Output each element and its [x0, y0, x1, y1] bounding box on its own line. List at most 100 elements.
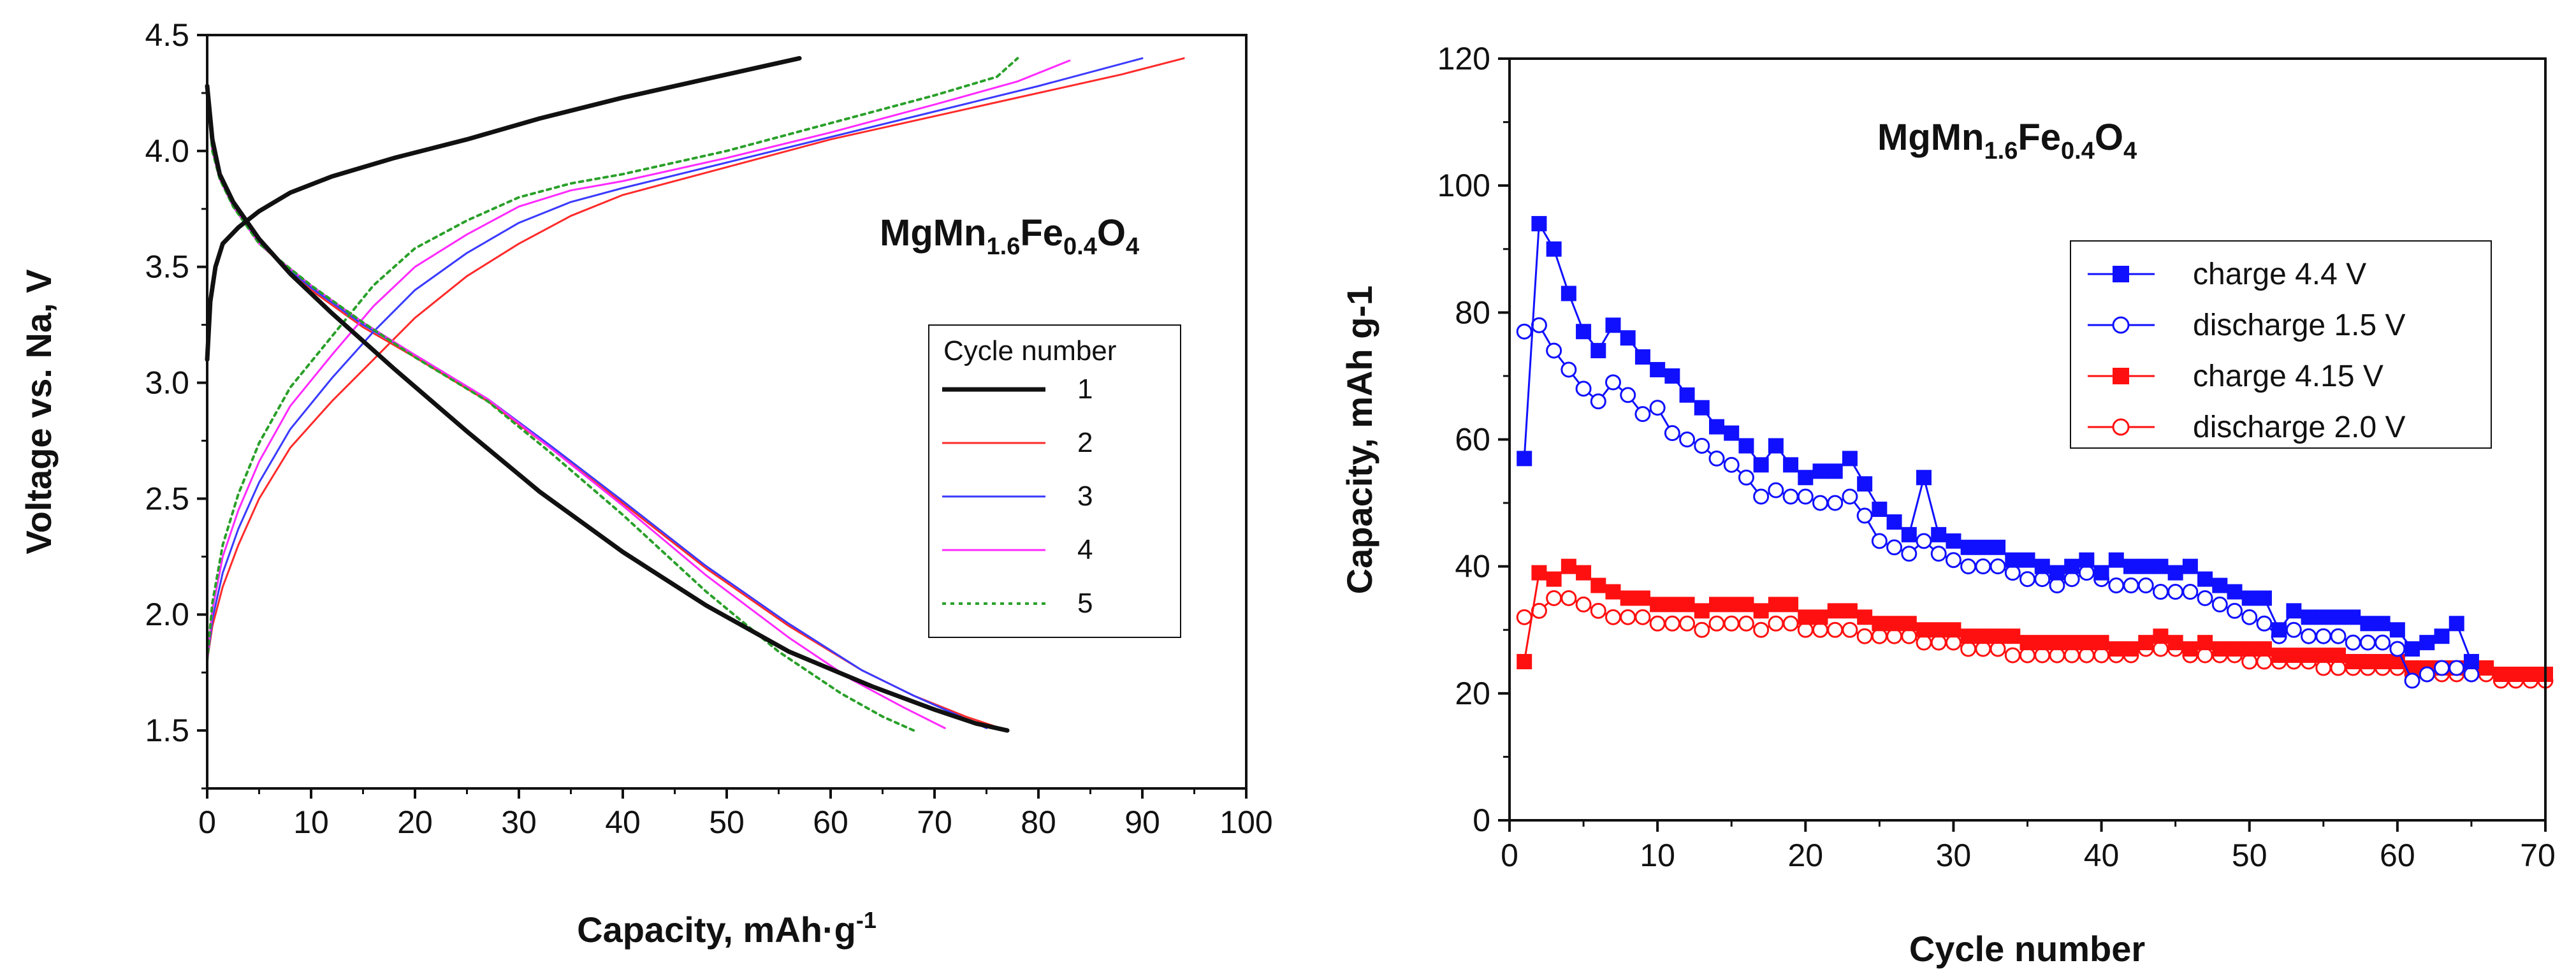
cycle-2-discharge-curve	[206, 92, 1008, 732]
y-tick-label: 2.0	[145, 597, 189, 632]
data-point	[1886, 628, 1903, 644]
data-point	[2330, 660, 2347, 676]
data-point	[2153, 628, 2169, 644]
compound-annotation-right: MgMn1.6Fe0.4O4	[1877, 117, 2137, 164]
compound-annotation-left: MgMn1.6Fe0.4O4	[880, 212, 1139, 260]
data-point	[1753, 603, 1769, 619]
legend-marker	[2113, 368, 2129, 384]
data-point	[2434, 660, 2450, 676]
data-point	[2375, 634, 2391, 651]
x-tick-label: 70	[917, 804, 952, 840]
legend-left: Cycle number 1 2 3 4 5	[928, 324, 1181, 638]
data-point	[2256, 641, 2272, 657]
data-point	[1605, 317, 1621, 333]
cycle-2-charge-curve	[206, 57, 1185, 662]
data-point	[2345, 634, 2361, 651]
data-point	[1946, 622, 1961, 638]
data-point	[2241, 653, 2258, 670]
data-point	[1842, 603, 1858, 619]
data-point	[1590, 343, 1606, 359]
y-tick-label: 80	[1455, 294, 1490, 330]
data-point	[2434, 628, 2450, 644]
data-point	[1975, 628, 1991, 644]
data-point	[1812, 495, 1828, 511]
legend-title: Cycle number	[943, 335, 1116, 366]
data-point	[1694, 603, 1710, 619]
data-point	[2405, 641, 2420, 657]
data-point	[2078, 565, 2095, 581]
data-point	[1738, 597, 1754, 613]
data-point	[2375, 616, 2390, 632]
data-point	[1901, 546, 1917, 562]
data-point	[1990, 558, 2006, 575]
legend-label-cycle-4: 4	[1077, 534, 1093, 565]
data-point	[2108, 577, 2125, 594]
data-point	[2093, 647, 2110, 664]
legend-marker	[2112, 316, 2130, 334]
data-point	[1856, 507, 1873, 524]
cycle-1-charge-curve	[205, 55, 802, 362]
legend-label-cycle-5: 5	[1077, 588, 1093, 619]
axis-ticks-left: 0 10 20 30 40 50 60 70 80 90 100 1.5 2.0 2.5 3.0 3.5 4.0…	[145, 17, 1272, 840]
data-point	[2034, 647, 2051, 664]
x-axis-title-right: Cycle number	[1909, 929, 2145, 969]
data-point	[2182, 558, 2198, 574]
data-point	[2138, 558, 2154, 574]
data-point	[2227, 602, 2243, 619]
data-point	[2331, 609, 2346, 625]
data-point	[2301, 609, 2317, 625]
data-point	[2359, 634, 2376, 651]
data-point	[2019, 571, 2035, 588]
data-point	[1650, 361, 1666, 377]
y-tick-label: 120	[1437, 41, 1490, 76]
data-point	[2286, 603, 2302, 619]
data-point	[1516, 323, 1532, 340]
x-tick-label: 50	[709, 804, 745, 840]
data-point	[1723, 456, 1740, 473]
data-point	[2256, 653, 2273, 670]
legend-marker	[2113, 266, 2129, 282]
legend-label: discharge 2.0 V	[2193, 410, 2406, 444]
data-point	[2078, 647, 2095, 664]
data-point	[1708, 615, 1725, 632]
data-point	[1753, 457, 1769, 473]
data-point	[1590, 577, 1606, 593]
data-point	[2167, 565, 2183, 581]
data-point	[2005, 628, 2021, 644]
data-point	[1768, 597, 1784, 613]
data-point	[1664, 425, 1680, 442]
data-point	[2301, 648, 2317, 664]
y-tick-label: 3.5	[145, 249, 189, 285]
data-point	[2360, 616, 2376, 632]
data-point	[2064, 558, 2080, 574]
data-point	[2138, 635, 2154, 651]
x-tick-label: 50	[2232, 838, 2267, 873]
data-point	[1738, 469, 1754, 486]
data-point	[1576, 565, 1592, 581]
data-point	[2271, 622, 2287, 638]
data-point	[2123, 641, 2139, 657]
voltage-curves	[205, 55, 1185, 733]
data-point	[2123, 577, 2139, 594]
data-point	[1724, 597, 1740, 613]
data-point	[2241, 590, 2257, 606]
data-point	[1901, 616, 1917, 632]
data-point	[1798, 470, 1814, 486]
data-point	[1546, 590, 1562, 606]
data-point	[1782, 488, 1799, 505]
data-point	[1901, 628, 1917, 644]
data-point	[1842, 488, 1858, 505]
data-point	[2227, 641, 2243, 657]
data-point	[2063, 571, 2080, 588]
data-point	[1931, 526, 1947, 542]
data-point	[2167, 584, 2184, 600]
data-point	[1575, 596, 1592, 613]
x-tick-label: 20	[1787, 838, 1823, 873]
data-point	[1561, 286, 1576, 301]
data-point	[2152, 584, 2169, 600]
data-point	[1620, 387, 1636, 403]
x-tick-label: 80	[1021, 804, 1056, 840]
data-point	[2123, 558, 2139, 574]
data-point	[1960, 539, 1976, 555]
data-point	[2375, 654, 2390, 670]
